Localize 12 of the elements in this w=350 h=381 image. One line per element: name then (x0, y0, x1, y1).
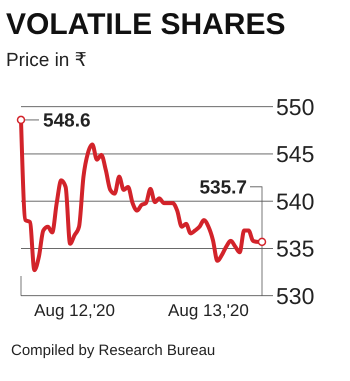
y-tick-label: 540 (276, 188, 314, 214)
chart-title: VOLATILE SHARES (6, 8, 286, 41)
annotation: 535.7 (199, 177, 247, 198)
text: Compiled by Research Bureau (11, 342, 216, 359)
annotation: 548.6 (43, 110, 91, 132)
y-axis-title: Price in ₹ (6, 50, 87, 71)
y-tick-label: 535 (276, 236, 314, 262)
x-tick-label: Aug 13,'20 (168, 301, 249, 320)
y-tick-label: 530 (276, 282, 314, 309)
y-tick-label: 550 (276, 94, 314, 120)
x-tick-label: Aug 12,'20 (34, 301, 115, 320)
y-tick-label: 545 (276, 141, 314, 167)
